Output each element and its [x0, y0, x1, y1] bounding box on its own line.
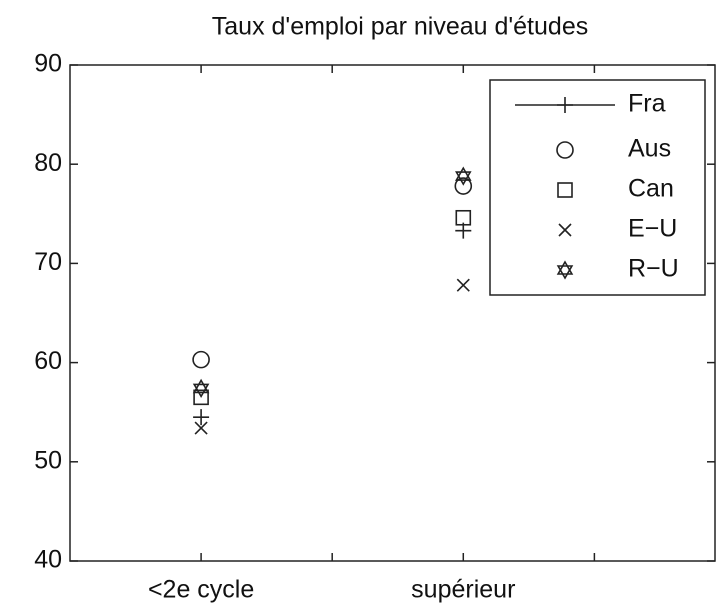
marker-circle [556, 141, 574, 159]
legend-label: Fra [628, 90, 666, 118]
y-tick-label: 50 [34, 446, 62, 474]
marker-part [556, 260, 574, 275]
marker-part [557, 182, 573, 198]
y-tick-label: 70 [34, 248, 62, 276]
marker-square [193, 389, 209, 406]
marker-part [454, 177, 473, 195]
y-tick-label: 60 [34, 347, 62, 375]
legend-label: R−U [628, 255, 679, 283]
marker-part [556, 265, 574, 280]
marker-part [193, 409, 210, 426]
marker-hexagram [192, 378, 210, 399]
marker-plus [557, 97, 573, 113]
marker-circle [192, 350, 210, 369]
marker-circle [454, 177, 473, 195]
marker-part [557, 97, 573, 113]
chart-title: Taux d'emploi par niveau d'études [212, 13, 588, 41]
x-tick-label: supérieur [411, 576, 515, 604]
marker-square [455, 209, 472, 226]
marker-part [194, 421, 208, 435]
legend-label: Can [628, 175, 674, 203]
marker-square [557, 182, 573, 198]
marker-x [194, 421, 208, 435]
plot-area [69, 64, 716, 562]
marker-part [556, 141, 574, 159]
marker-part [456, 278, 470, 292]
marker-part [558, 223, 572, 237]
marker-part [455, 171, 472, 186]
marker-x [558, 223, 572, 237]
legend-box [489, 79, 706, 296]
legend-label: Aus [628, 135, 671, 163]
y-tick-label: 80 [34, 149, 62, 177]
marker-hexagram [455, 166, 472, 186]
marker-x [456, 278, 470, 292]
marker-part [455, 166, 472, 181]
marker-hexagram [556, 260, 574, 280]
marker-part [193, 389, 209, 406]
marker-part [455, 209, 472, 226]
y-tick-label: 40 [34, 546, 62, 574]
x-tick-label: <2e cycle [148, 576, 254, 604]
legend-label: E−U [628, 215, 677, 243]
marker-part [192, 350, 210, 369]
y-tick-label: 90 [34, 50, 62, 78]
marker-plus [193, 409, 210, 426]
marker-part [192, 383, 210, 399]
marker-part [192, 378, 210, 394]
